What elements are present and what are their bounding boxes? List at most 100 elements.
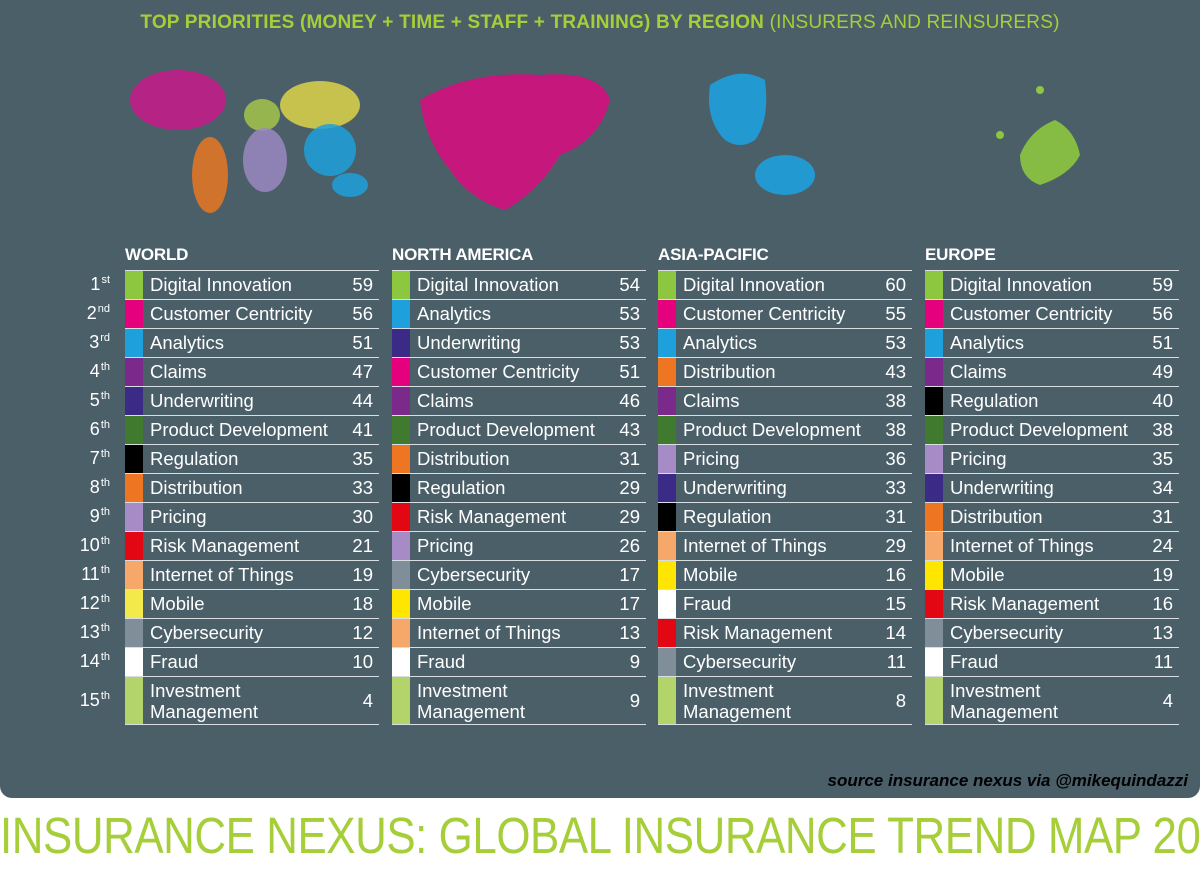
- priority-score: 26: [619, 535, 640, 556]
- priority-label: Claims: [150, 361, 207, 382]
- priority-row: Underwriting 34: [925, 473, 1179, 502]
- priority-score: 41: [352, 419, 373, 440]
- color-swatch: [125, 271, 143, 299]
- rank-number: 9: [89, 506, 100, 526]
- priority-label: Pricing: [683, 448, 740, 469]
- color-swatch: [658, 619, 676, 647]
- color-swatch: [925, 329, 943, 357]
- priority-label: Product Development: [417, 419, 595, 440]
- priority-row: Digital Innovation 59: [925, 270, 1179, 299]
- rank-number: 14: [79, 651, 100, 671]
- priority-score: 15: [885, 593, 906, 614]
- priority-label: Pricing: [950, 448, 1007, 469]
- color-swatch: [392, 648, 410, 676]
- color-swatch: [125, 387, 143, 415]
- rank-suffix: th: [100, 418, 110, 431]
- priority-score: 16: [885, 564, 906, 585]
- priority-row: Cybersecurity 12: [125, 618, 379, 647]
- color-swatch: [125, 300, 143, 328]
- priority-score: 51: [1152, 332, 1173, 353]
- priority-row: Analytics 51: [125, 328, 379, 357]
- region-rows: Digital Innovation 54 Analytics 53 Underwrit…: [392, 270, 646, 725]
- priority-label: Cybersecurity: [950, 622, 1064, 643]
- infographic-panel: TOP PRIORITIES (MONEY + TIME + STAFF + T…: [0, 0, 1200, 798]
- priority-score: 30: [352, 506, 373, 527]
- priority-score: 21: [352, 535, 373, 556]
- rank-suffix: th: [100, 447, 110, 460]
- priority-label: Internet of Things: [950, 535, 1094, 556]
- priority-score: 11: [886, 651, 906, 672]
- priority-row: Customer Centricity 51: [392, 357, 646, 386]
- priority-score: 29: [885, 535, 906, 556]
- priority-label: Distribution: [417, 448, 510, 469]
- priority-score: 29: [619, 477, 640, 498]
- color-swatch: [392, 677, 410, 724]
- priority-score: 31: [619, 448, 640, 469]
- header-title: TOP PRIORITIES (MONEY + TIME + STAFF + T…: [140, 12, 765, 33]
- priority-row: Pricing 35: [925, 444, 1179, 473]
- priority-row: Mobile 18: [125, 589, 379, 618]
- priority-label: Fraud: [683, 593, 732, 614]
- priority-label: Regulation: [150, 448, 239, 469]
- color-swatch: [925, 387, 943, 415]
- priority-label: Product Development: [150, 419, 328, 440]
- priority-score: 24: [1152, 535, 1173, 556]
- rank-suffix: th: [100, 621, 110, 634]
- priority-label: Fraud: [150, 651, 199, 672]
- priority-row: Internet of Things 13: [392, 618, 646, 647]
- color-swatch: [392, 416, 410, 444]
- priority-score: 4: [1162, 689, 1173, 711]
- north-america-map: [420, 74, 610, 211]
- color-swatch: [925, 648, 943, 676]
- color-swatch: [925, 619, 943, 647]
- region-north-america: NORTH AMERICA Digital Innovation 54 Analyt…: [392, 240, 646, 725]
- priority-score: 49: [1152, 361, 1173, 382]
- priority-row: Claims 38: [658, 386, 912, 415]
- priority-score: 16: [1152, 593, 1173, 614]
- priority-label: Risk Management: [150, 535, 300, 556]
- priority-row: Claims 46: [392, 386, 646, 415]
- priority-label: Regulation: [683, 506, 772, 527]
- header-subtitle: (INSURERS AND REINSURERS): [769, 12, 1060, 33]
- color-swatch: [925, 445, 943, 473]
- priority-row: Internet of Things 24: [925, 531, 1179, 560]
- region-title: ASIA-PACIFIC: [658, 245, 769, 264]
- color-swatch: [392, 590, 410, 618]
- priority-label: Digital Innovation: [683, 274, 825, 295]
- priority-score: 59: [352, 274, 373, 295]
- priority-label: Claims: [950, 361, 1007, 382]
- priority-row: Analytics 51: [925, 328, 1179, 357]
- priority-row: Regulation 35: [125, 444, 379, 473]
- region-rows: Digital Innovation 59 Customer Centricity 5…: [925, 270, 1179, 725]
- priority-row: Cybersecurity 11: [658, 647, 912, 676]
- color-swatch: [925, 300, 943, 328]
- priority-score: 55: [885, 303, 906, 324]
- priority-row: Mobile 17: [392, 589, 646, 618]
- source-credit: source insurance nexus via @mikequindazz…: [827, 771, 1188, 790]
- color-swatch: [658, 300, 676, 328]
- priority-score: 10: [352, 651, 373, 672]
- priority-label: Customer Centricity: [150, 303, 313, 324]
- region-rows: Digital Innovation 59 Customer Centricity 5…: [125, 270, 379, 725]
- priority-label: Cybersecurity: [417, 564, 531, 585]
- rank-suffix: th: [100, 689, 110, 702]
- rank-number: 3: [89, 332, 100, 352]
- color-swatch: [392, 271, 410, 299]
- footer-title: INSURANCE NEXUS: GLOBAL INSURANCE TREND …: [0, 807, 1200, 864]
- rank-suffix: th: [100, 389, 110, 402]
- world-map: [130, 70, 368, 213]
- region-world: WORLD Digital Innovation 59 Customer Centr…: [125, 240, 379, 725]
- priority-label: Regulation: [417, 477, 506, 498]
- priority-score: 38: [885, 390, 906, 411]
- priority-score: 36: [885, 448, 906, 469]
- priority-row: Investment Management 9: [392, 676, 646, 725]
- priority-row: Pricing 36: [658, 444, 912, 473]
- priority-label: Mobile: [150, 593, 205, 614]
- priority-row: Risk Management 16: [925, 589, 1179, 618]
- priority-score: 46: [619, 390, 640, 411]
- priority-label: Analytics: [150, 332, 225, 353]
